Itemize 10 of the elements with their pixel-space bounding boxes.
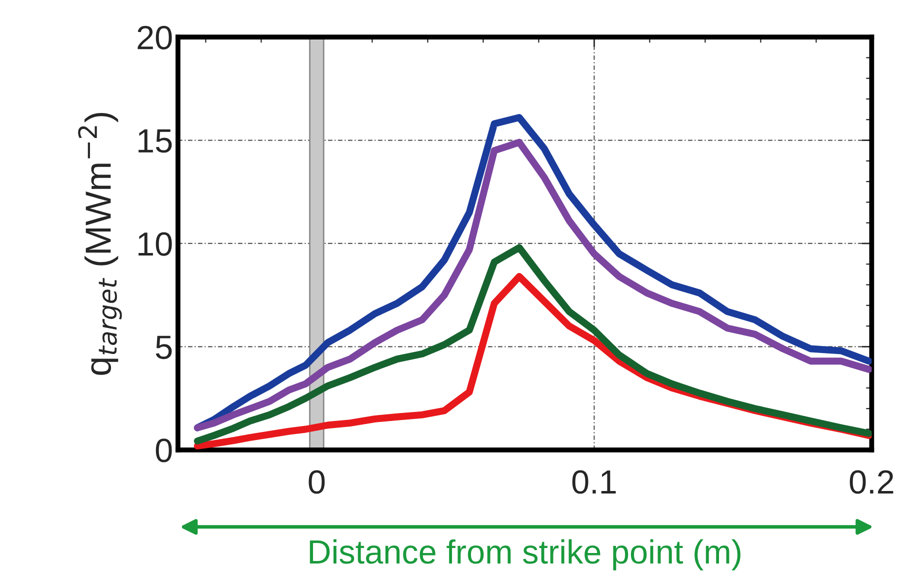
- y-axis-title: q$_{target}$ (MWm$^{−2}$): [78, 112, 122, 375]
- y-tick-label: 15: [138, 129, 172, 153]
- x-tick-label: 0: [308, 470, 325, 494]
- x-axis-title: Distance from strike point (m): [310, 539, 740, 570]
- y-tick-label: 10: [138, 232, 172, 256]
- x-tick-label: 0.1: [572, 470, 616, 494]
- y-tick-label: 0: [156, 438, 172, 462]
- y-tick-label: 20: [138, 26, 172, 50]
- y-tick-label: 5: [156, 336, 172, 360]
- x-tick-label: 0.2: [850, 470, 894, 494]
